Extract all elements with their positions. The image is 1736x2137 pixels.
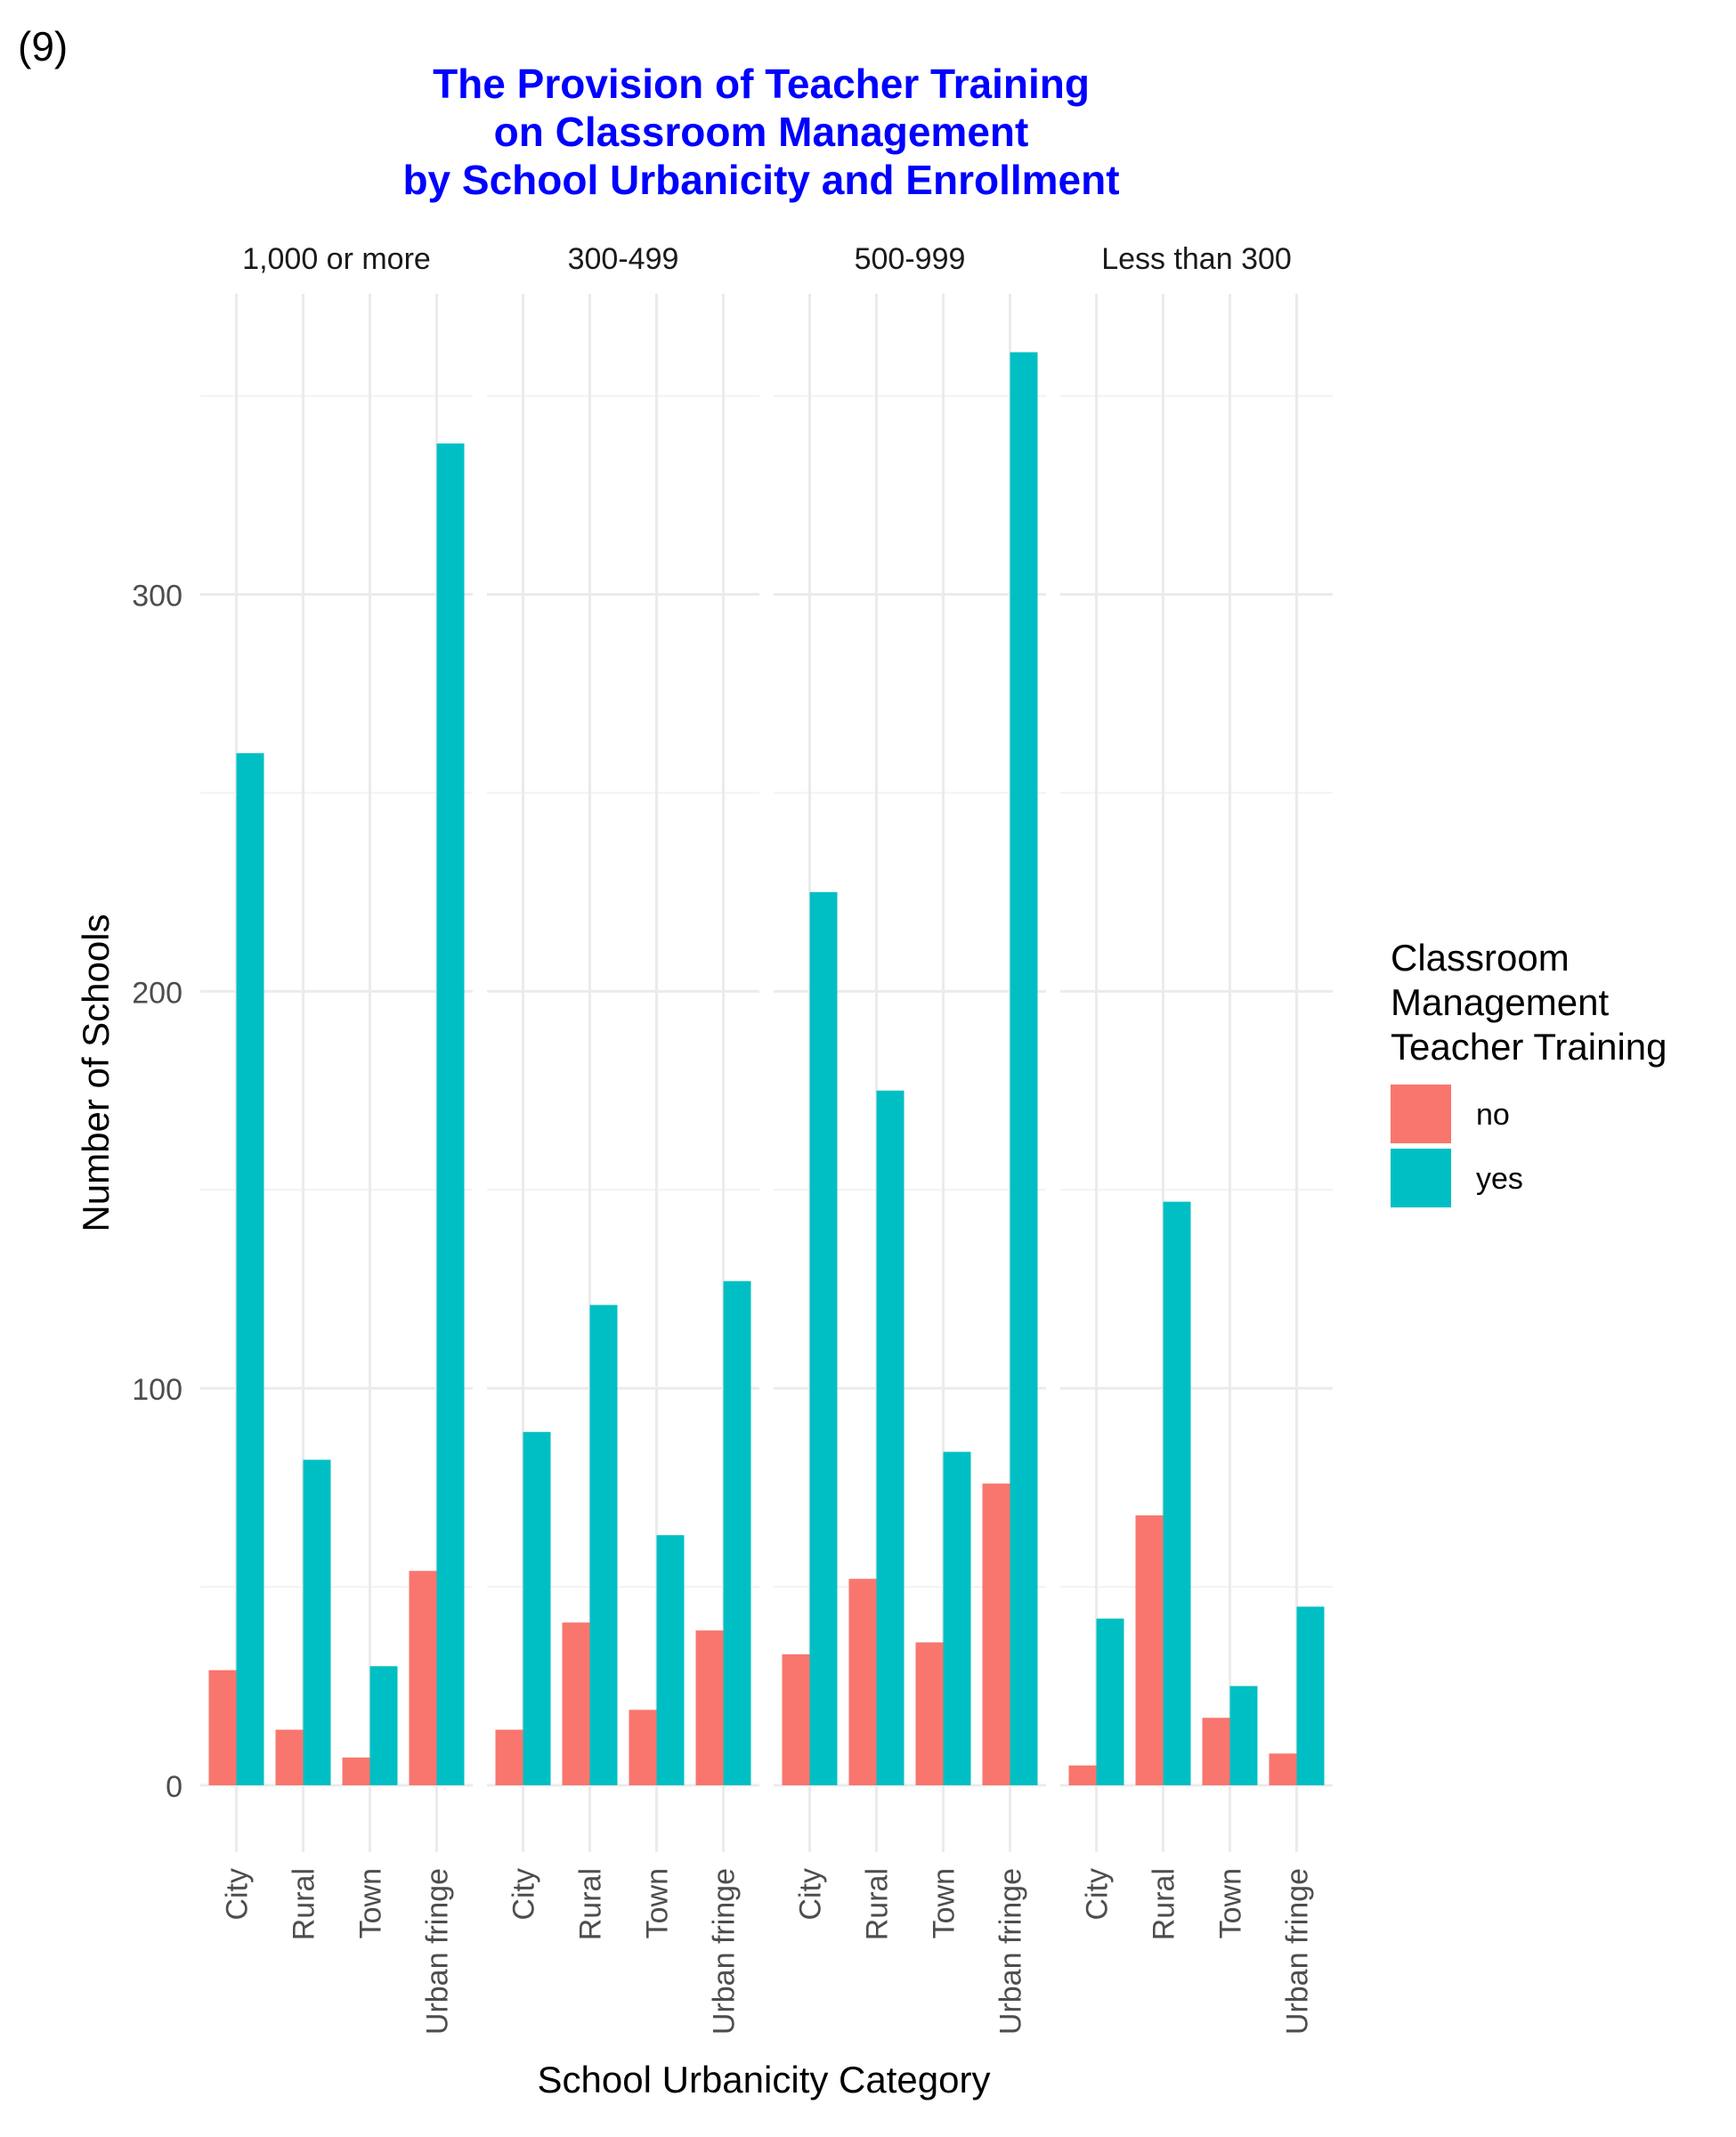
- chart-title-line: by School Urbanicity and Enrollment: [402, 157, 1119, 203]
- bar-500-999-city-no: [782, 1654, 810, 1785]
- bar-300-499-rural-no: [562, 1622, 590, 1785]
- x-tick-label: Urban fringe: [1281, 1868, 1315, 2035]
- bar-500-999-urban-fringe-yes: [1010, 352, 1038, 1786]
- x-tick-label: Urban fringe: [994, 1868, 1028, 2035]
- x-tick-label: Town: [354, 1868, 388, 1938]
- x-axis-title: School Urbanicity Category: [538, 2059, 991, 2100]
- legend-label-no: no: [1476, 1098, 1510, 1132]
- y-tick-label: 300: [132, 580, 183, 613]
- bar-less-than-300-rural-no: [1135, 1515, 1164, 1785]
- bars: [208, 352, 1325, 1786]
- chart-title-line: The Provision of Teacher Training: [433, 61, 1090, 107]
- legend-title-line: Teacher Training: [1391, 1026, 1667, 1068]
- bar-300-499-urban-fringe-no: [695, 1630, 724, 1785]
- bar-less-than-300-town-yes: [1229, 1686, 1258, 1785]
- bar-1-000-or-more-town-no: [342, 1757, 370, 1785]
- bar-500-999-rural-no: [848, 1579, 877, 1785]
- y-axis-title: Number of Schools: [75, 914, 117, 1231]
- bar-1-000-or-more-urban-fringe-no: [409, 1571, 437, 1785]
- chart-title-line: on Classroom Management: [494, 109, 1029, 155]
- bar-1-000-or-more-city-yes: [236, 752, 264, 1786]
- bar-300-499-rural-yes: [589, 1304, 618, 1785]
- facet-label-1-000-or-more: 1,000 or more: [242, 242, 431, 276]
- bar-500-999-town-no: [915, 1642, 944, 1785]
- bar-500-999-town-yes: [943, 1451, 971, 1785]
- bar-less-than-300-urban-fringe-yes: [1296, 1606, 1325, 1785]
- x-tick-label: Urban fringe: [708, 1868, 742, 2035]
- y-tick-label: 100: [132, 1373, 183, 1407]
- bar-less-than-300-town-no: [1202, 1718, 1230, 1785]
- facet-label-500-999: 500-999: [855, 242, 966, 276]
- x-tick-label: Town: [641, 1868, 675, 1938]
- x-tick-label: Rural: [1148, 1868, 1181, 1940]
- figure-label: (9): [18, 23, 68, 69]
- x-tick-label: City: [794, 1868, 828, 1921]
- bar-less-than-300-rural-yes: [1163, 1201, 1191, 1785]
- legend-label-yes: yes: [1476, 1162, 1523, 1196]
- bar-less-than-300-city-yes: [1096, 1618, 1124, 1785]
- x-tick-label: Town: [1214, 1868, 1248, 1938]
- bar-500-999-urban-fringe-no: [982, 1483, 1010, 1785]
- legend-key-no: [1391, 1085, 1451, 1143]
- legend-title-line: Classroom: [1391, 937, 1570, 979]
- facet-label-300-499: 300-499: [568, 242, 679, 276]
- bar-500-999-city-yes: [809, 891, 838, 1785]
- bar-500-999-rural-yes: [876, 1090, 905, 1785]
- x-tick-label: Town: [928, 1868, 961, 1938]
- x-tick-label: Rural: [861, 1868, 895, 1940]
- x-tick-label: Rural: [288, 1868, 321, 1940]
- bar-less-than-300-city-no: [1068, 1765, 1097, 1785]
- x-tick-label: City: [221, 1868, 255, 1921]
- bar-1-000-or-more-rural-yes: [303, 1459, 331, 1785]
- bar-300-499-town-yes: [656, 1535, 685, 1785]
- bar-300-499-town-no: [629, 1710, 657, 1785]
- x-tick-label: Urban fringe: [421, 1868, 455, 2035]
- y-tick-label: 200: [132, 976, 183, 1010]
- legend-title-line: Management: [1391, 981, 1609, 1023]
- x-tick-label: City: [507, 1868, 541, 1921]
- bar-1-000-or-more-urban-fringe-yes: [436, 443, 465, 1785]
- y-tick-label: 0: [166, 1770, 183, 1804]
- bar-300-499-urban-fringe-yes: [723, 1280, 751, 1785]
- bar-less-than-300-urban-fringe-no: [1269, 1753, 1297, 1785]
- x-tick-label: Rural: [574, 1868, 608, 1940]
- bar-1-000-or-more-city-no: [208, 1670, 237, 1785]
- facet-label-less-than-300: Less than 300: [1101, 242, 1292, 276]
- bar-1-000-or-more-rural-no: [275, 1729, 304, 1785]
- axis-labels: 0 100 200 300 1,000 or more City Rural Town Urba…: [75, 242, 1315, 2100]
- bar-300-499-city-no: [495, 1729, 523, 1785]
- x-tick-label: City: [1081, 1868, 1115, 1921]
- bar-300-499-city-yes: [523, 1432, 551, 1785]
- bar-1-000-or-more-town-yes: [369, 1666, 398, 1785]
- legend-key-yes: [1391, 1149, 1451, 1207]
